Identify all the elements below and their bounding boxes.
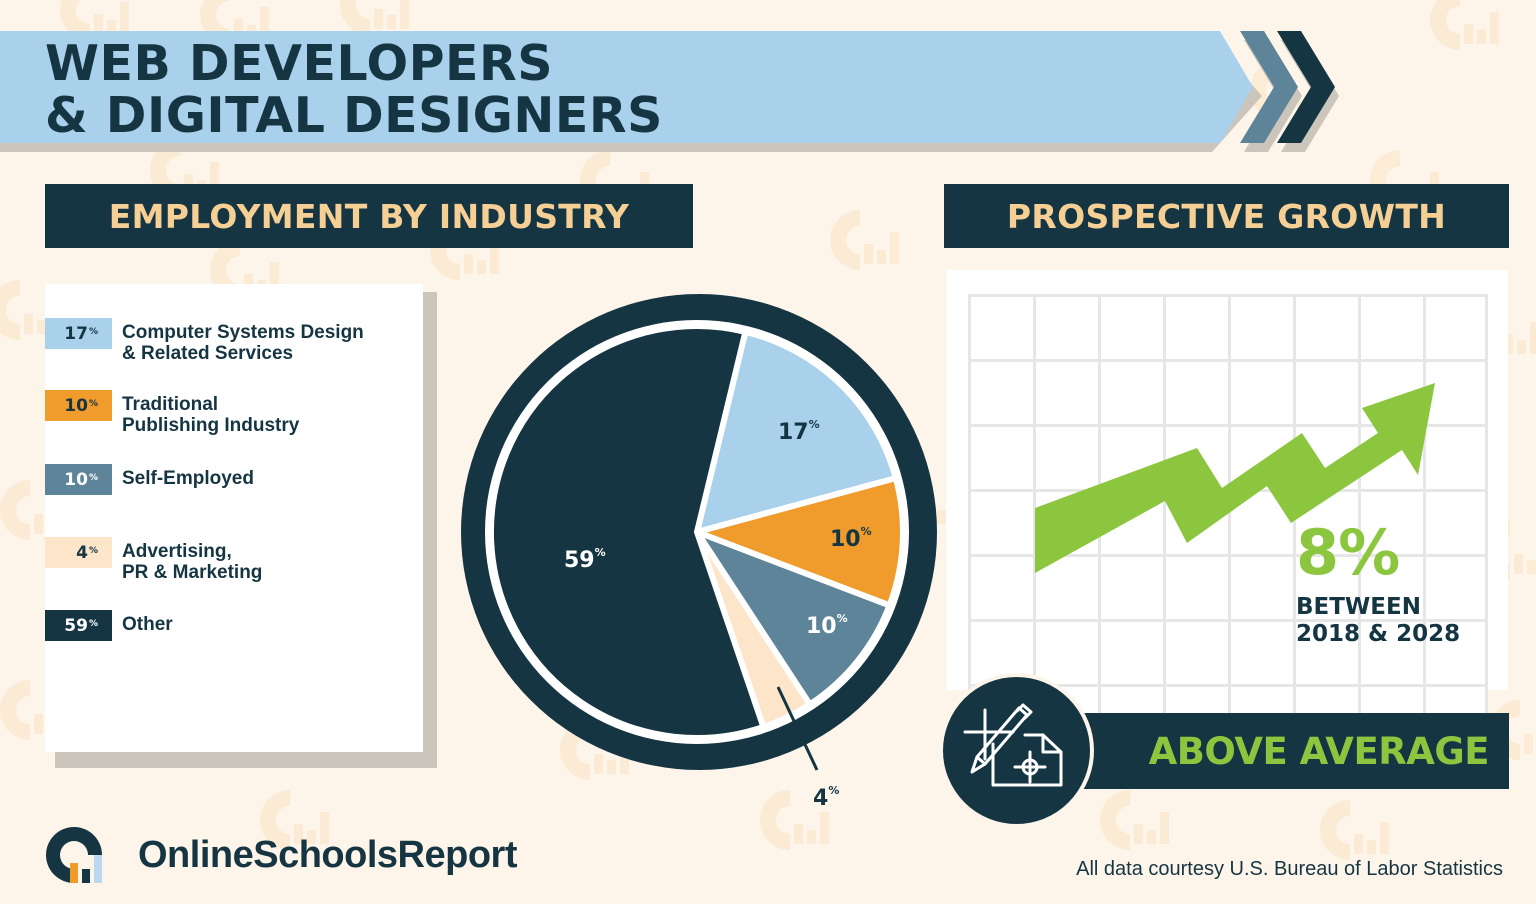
growth-percent: 8% — [1296, 516, 1400, 589]
legend-label: Self-Employed — [122, 468, 254, 489]
employment-pie-chart: 17% 10% 10% 59% 4% — [460, 292, 940, 822]
legend-label: Advertising, PR & Marketing — [122, 541, 263, 583]
growth-rating: ABOVE AVERAGE — [1148, 729, 1490, 773]
data-source-credit: All data courtesy U.S. Bureau of Labor S… — [1076, 858, 1503, 880]
title-banner: WEB DEVELOPERS & DIGITAL DESIGNERS — [0, 0, 1536, 160]
legend-item-computer-systems: 17% Computer Systems Design & Related Se… — [45, 318, 364, 364]
growth-period: BETWEEN 2018 & 2028 — [1296, 594, 1461, 647]
legend-swatch: 10% — [45, 390, 112, 421]
employment-section-header: EMPLOYMENT BY INDUSTRY — [45, 184, 693, 248]
pie-slice-17 — [694, 328, 899, 535]
chart-legend: 17% Computer Systems Design & Related Se… — [45, 284, 423, 752]
growth-section-header: PROSPECTIVE GROWTH — [944, 184, 1509, 248]
legend-swatch: 59% — [45, 610, 112, 641]
pie-label-4: 4% — [813, 784, 840, 811]
pie-svg — [461, 294, 937, 771]
legend-item-publishing: 10% Traditional Publishing Industry — [45, 390, 299, 436]
brand-logo[interactable]: OnlineSchoolsReport — [44, 825, 517, 885]
legend-label: Computer Systems Design & Related Servic… — [122, 322, 364, 364]
legend-label: Traditional Publishing Industry — [122, 394, 300, 436]
pie-slice-59 — [487, 323, 767, 741]
brand-name: OnlineSchoolsReport — [138, 833, 517, 876]
title-line-1: WEB DEVELOPERS — [45, 35, 554, 92]
legend-item-advertising: 4% Advertising, PR & Marketing — [45, 537, 262, 583]
legend-label: Other — [122, 614, 173, 635]
trend-arrow-icon — [1035, 383, 1435, 573]
pie-label-17: 17% — [778, 418, 820, 445]
design-icon-badge — [939, 673, 1094, 828]
pie-label-59: 59% — [564, 546, 606, 573]
legend-swatch: 4% — [45, 537, 112, 568]
legend-swatch: 10% — [45, 464, 112, 495]
pie-label-10-self-employed: 10% — [806, 612, 848, 639]
pie-slice-10-orange — [694, 475, 906, 609]
pie-slice-10-slate — [694, 529, 893, 708]
title-line-2: & DIGITAL DESIGNERS — [45, 87, 663, 144]
employment-header-text: EMPLOYMENT BY INDUSTRY — [108, 196, 630, 236]
legend-item-self-employed: 10% Self-Employed — [45, 464, 254, 495]
logo-mark-icon — [46, 827, 102, 883]
growth-rating-bar: ABOVE AVERAGE — [1068, 713, 1509, 789]
legend-item-other: 59% Other — [45, 610, 173, 641]
design-pencil-icon — [963, 703, 1063, 787]
growth-header-text: PROSPECTIVE GROWTH — [1006, 196, 1447, 236]
legend-swatch: 17% — [45, 318, 112, 349]
pie-label-10-publishing: 10% — [830, 525, 872, 552]
banner-background — [0, 31, 1253, 143]
page-title: WEB DEVELOPERS & DIGITAL DESIGNERS — [45, 38, 663, 142]
